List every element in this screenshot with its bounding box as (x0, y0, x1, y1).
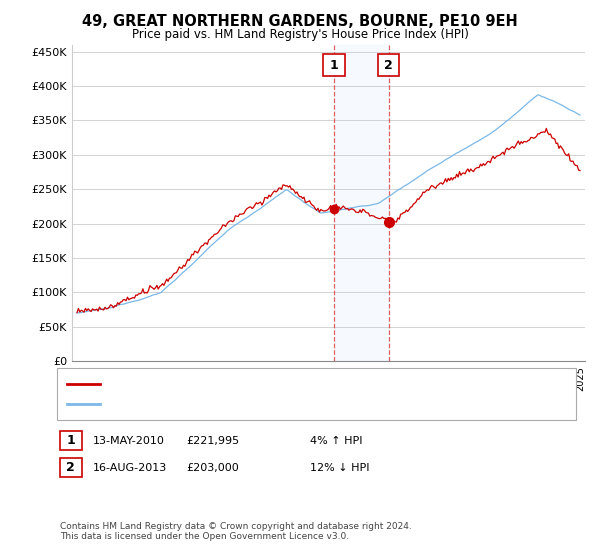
Text: 49, GREAT NORTHERN GARDENS, BOURNE, PE10 9EH (detached house): 49, GREAT NORTHERN GARDENS, BOURNE, PE10… (107, 379, 479, 389)
Text: 1: 1 (330, 59, 338, 72)
Text: £203,000: £203,000 (187, 463, 239, 473)
Text: 2: 2 (67, 461, 75, 474)
Text: Price paid vs. HM Land Registry's House Price Index (HPI): Price paid vs. HM Land Registry's House … (131, 28, 469, 41)
Text: 49, GREAT NORTHERN GARDENS, BOURNE, PE10 9EH: 49, GREAT NORTHERN GARDENS, BOURNE, PE10… (82, 14, 518, 29)
Text: 4% ↑ HPI: 4% ↑ HPI (310, 436, 362, 446)
FancyBboxPatch shape (378, 54, 400, 77)
Text: 1: 1 (67, 434, 75, 447)
Text: HPI: Average price, detached house, South Kesteven: HPI: Average price, detached house, Sout… (107, 399, 382, 409)
Text: 2: 2 (384, 59, 393, 72)
FancyBboxPatch shape (323, 54, 345, 77)
Text: Contains HM Land Registry data © Crown copyright and database right 2024.
This d: Contains HM Land Registry data © Crown c… (60, 522, 412, 542)
Text: 16-AUG-2013: 16-AUG-2013 (92, 463, 167, 473)
Bar (334, 45, 389, 361)
Text: £221,995: £221,995 (187, 436, 240, 446)
Text: 12% ↓ HPI: 12% ↓ HPI (310, 463, 369, 473)
Text: 13-MAY-2010: 13-MAY-2010 (92, 436, 164, 446)
